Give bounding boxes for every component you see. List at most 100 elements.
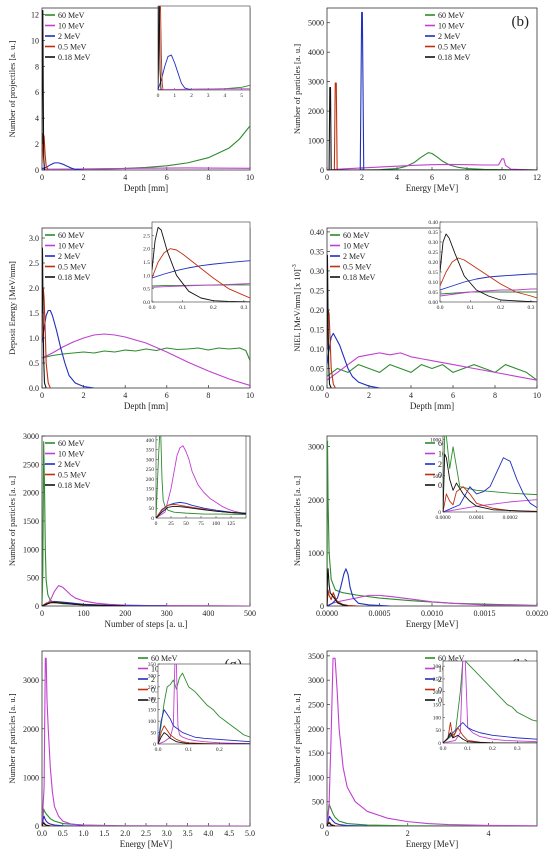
y-tick-label: 0 <box>320 602 324 611</box>
y-axis-label-text: Number of particles [a. u.] <box>292 476 302 566</box>
y-tick-label: 500 <box>27 574 39 583</box>
inset-x-tick-label: 1 <box>173 93 176 99</box>
y-axis-label: Number of particles [a. u.] <box>292 44 302 134</box>
y-tick-label: 2000 <box>308 496 324 505</box>
inset-y-tick-label: 200 <box>148 696 157 702</box>
inset-y-tick-label: 1.0 <box>143 273 150 279</box>
y-tick-label: 0.0 <box>29 384 39 393</box>
x-tick-label: 0.5 <box>58 829 68 838</box>
inset-y-tick-label: 0.00 <box>428 300 438 306</box>
x-tick-label: 0 <box>40 173 44 182</box>
y-tick-label: 0.05 <box>310 364 324 373</box>
x-tick-label: 6 <box>165 391 169 400</box>
y-axis-label: Deposit Energy [MeV/mm] <box>7 261 17 355</box>
x-tick-label: 12 <box>533 173 541 182</box>
inset-series-line-0-18-mev <box>443 453 537 512</box>
x-tick-label: 2 <box>367 391 371 400</box>
x-tick-label: 2 <box>406 829 410 838</box>
x-axis-label: Depth [mm] <box>124 183 168 193</box>
inset-frame <box>157 663 251 745</box>
x-tick-label: 0.0000 <box>316 609 338 618</box>
inset-chart: 0.0 0.1 0.2 0.3 0 50 100 150 200 250 300 <box>433 660 538 752</box>
series-line-0-18-mev <box>327 822 336 826</box>
legend-entry: 0.5 MeV <box>438 43 467 52</box>
series-line-10-mev <box>327 158 537 170</box>
legend-entry: 60 MeV <box>343 231 370 240</box>
y-axis-label: Number of particles [a. u.] <box>7 693 17 783</box>
y-tick-label: 4 <box>35 114 39 123</box>
x-tick-label: 3.5 <box>183 829 193 838</box>
x-axis-label: Energy [MeV] <box>120 839 173 849</box>
legend-entry: 0.18 MeV <box>58 53 91 62</box>
inset-x-tick-label: 0.0002 <box>503 515 518 521</box>
x-tick-label: 400 <box>202 609 214 618</box>
inset-series-group <box>158 664 250 744</box>
series-group <box>327 11 537 170</box>
inset-x-tick-label: 0 <box>155 521 158 527</box>
inset-y-tick-label: 0 <box>438 741 441 747</box>
inset-series-line-10-mev <box>440 288 537 297</box>
inset-y-tick-label: 200 <box>433 690 442 696</box>
y-tick-label: 4000 <box>308 48 324 57</box>
series-group <box>42 10 250 170</box>
chart-panel-7: 0.0 0.5 1.0 1.5 2.0 2.5 3.0 3.5 4.0 4.5 5.00100020… <box>7 650 255 849</box>
y-tick-label: 0 <box>320 166 324 175</box>
x-tick-label: 2 <box>82 173 86 182</box>
series-line-0-18-mev <box>42 10 46 170</box>
y-axis-label: Number of particles [a. u.] <box>292 476 302 566</box>
x-tick-label: 8 <box>206 391 210 400</box>
inset-y-tick-label: 2.0 <box>143 247 150 253</box>
y-tick-label: 3500 <box>308 652 324 661</box>
y-tick-label: 3000 <box>23 676 39 685</box>
inset-y-tick-label: 300 <box>148 673 157 679</box>
y-tick-label: 2000 <box>308 107 324 116</box>
inset-frame <box>439 221 538 303</box>
y-tick-label: 1.0 <box>29 334 39 343</box>
inset-chart: 0.0 0.1 0.2 0.3 0.0 0.5 1.0 1.5 2.0 2.5 <box>143 221 251 311</box>
inset-y-tick-label: 100 <box>146 496 155 502</box>
legend-entry: 0.18 MeV <box>58 481 91 490</box>
y-tick-label: 1000 <box>308 773 324 782</box>
inset-y-tick-label: 250 <box>433 677 442 683</box>
legend-entry: 10 MeV <box>343 242 370 251</box>
y-tick-label: 0 <box>320 822 324 831</box>
inset-x-tick-label: 0.1 <box>185 747 192 753</box>
x-tick-label: 100 <box>78 609 90 618</box>
inset-y-tick-label: 0.5 <box>143 287 150 293</box>
y-tick-label: 1500 <box>308 749 324 758</box>
inset-series-line-0-18-mev <box>158 732 250 744</box>
y-tick-label: 0.00 <box>310 384 324 393</box>
legend-entry: 10 MeV <box>58 22 85 31</box>
legend-entry: 2 MeV <box>58 460 81 469</box>
series-group <box>327 657 537 826</box>
series-group <box>327 254 537 388</box>
inset-chart: 0 1 2 3 4 5 <box>157 5 251 99</box>
y-tick-label: 0.5 <box>29 359 39 368</box>
legend-entry: 0.18 MeV <box>343 273 376 282</box>
inset-series-line-0-18-mev <box>440 233 537 302</box>
x-tick-label: 2 <box>82 391 86 400</box>
series-group <box>42 441 250 606</box>
y-tick-label: 2500 <box>23 460 39 469</box>
x-axis-label: Depth [mm] <box>124 401 168 411</box>
inset-series-line-10-mev <box>443 499 537 512</box>
series-line-0-18-mev <box>42 822 51 826</box>
series-line-60-mev <box>42 347 250 361</box>
x-tick-label: 2.0 <box>120 829 130 838</box>
inset-x-tick-label: 100 <box>212 521 221 527</box>
y-axis-label-text: NIEL [MeV/mm] [x 10] <box>292 269 302 352</box>
x-tick-label: 0.0005 <box>369 609 391 618</box>
inset-x-tick-label: 0.1 <box>464 746 471 752</box>
x-tick-label: 8 <box>465 173 469 182</box>
inset-x-tick-label: 0.0001 <box>469 515 484 521</box>
x-axis-label: Number of steps [a. u.] <box>105 619 188 629</box>
inset-x-tick-label: 3 <box>207 93 210 99</box>
x-tick-label: 6 <box>430 173 434 182</box>
inset-y-tick-label: 300 <box>433 664 442 670</box>
